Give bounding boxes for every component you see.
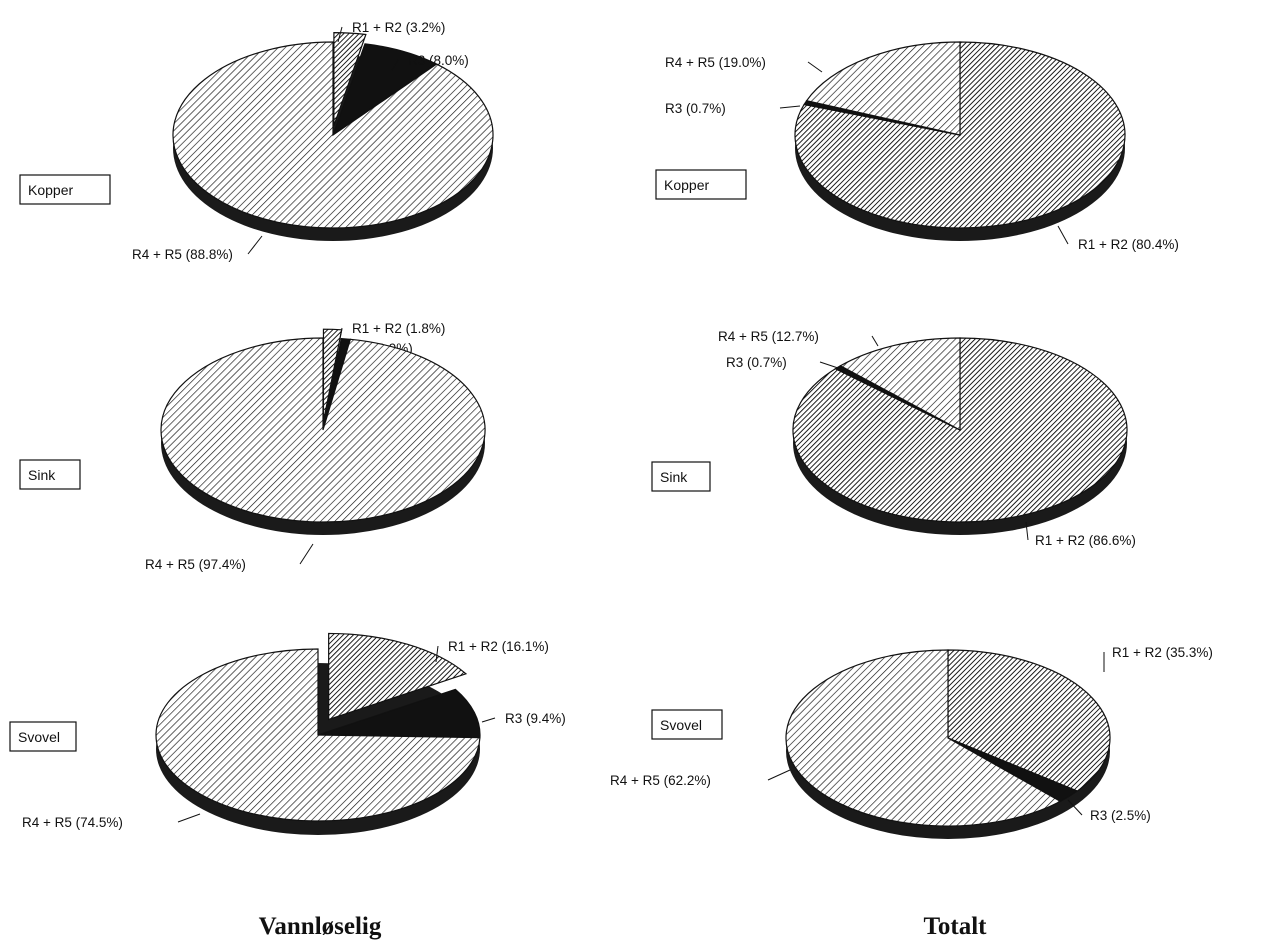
leader-line xyxy=(779,105,801,109)
leader-line xyxy=(871,335,879,347)
slice-label-r1-r2: R1 + R2 (3.2%) xyxy=(352,20,445,35)
leader-line xyxy=(819,361,839,369)
column-title-vannloselig: Vannløselig xyxy=(259,913,382,940)
slice-label-r1-r2: R1 + R2 (35.3%) xyxy=(1112,645,1213,660)
leader-line xyxy=(339,327,343,339)
pie-slice-r4-r5 xyxy=(155,648,481,822)
pie-slice-r4-r5 xyxy=(160,337,486,523)
pie-slice-r4-r5 xyxy=(805,41,961,136)
pie-totalt-kopper: R1 + R2 (80.4%) R3 (0.7%) R4 + R5 (19.0%) K… xyxy=(655,41,1179,252)
slice-label-r4-r5: R4 + R5 (88.8%) xyxy=(132,247,233,262)
leader-line xyxy=(1057,225,1069,245)
slice-label-r3: R3 (0.7%) xyxy=(726,355,787,370)
metal-label-box xyxy=(19,459,81,490)
leader-line xyxy=(299,543,314,565)
pie-slice-r4-r5 xyxy=(785,649,1062,827)
pie-slice-r4-r5 xyxy=(172,41,494,229)
slice-label-r3: R3 (2.5%) xyxy=(1090,808,1151,823)
metal-label-svovel: Svovel xyxy=(18,729,60,745)
slice-label-r1-r2: R1 + R2 (80.4%) xyxy=(1078,237,1179,252)
leader-line xyxy=(337,347,343,355)
slice-label-r1-r2: R1 + R2 (16.1%) xyxy=(448,639,549,654)
pie-slice-r1-r2 xyxy=(328,632,468,721)
leader-line xyxy=(337,26,343,43)
leader-line xyxy=(391,59,399,71)
pie-slice-r1-r2 xyxy=(947,649,1111,792)
metal-label-sink: Sink xyxy=(28,467,56,483)
column-title-totalt: Totalt xyxy=(924,913,988,940)
slice-label-r3: R3 (9.4%) xyxy=(505,711,566,726)
slice-label-r4-r5: R4 + R5 (19.0%) xyxy=(665,55,766,70)
pie-vannloselig-svovel: R1 + R2 (16.1%) R3 (9.4%) R4 + R5 (74.5%) S… xyxy=(9,632,566,835)
slice-label-r3: R3 (0.7%) xyxy=(665,101,726,116)
leader-line xyxy=(1025,521,1029,541)
slice-label-r1-r2: R1 + R2 (86.6%) xyxy=(1035,533,1136,548)
pie-vannloselig-kopper: R1 + R2 (3.2%) R3 (8.0%) R4 + R5 (88.8%) Ko… xyxy=(19,20,494,262)
pie-totalt-sink: R1 + R2 (86.6%) R3 (0.7%) R4 + R5 (12.7%) S… xyxy=(651,329,1136,548)
leader-line xyxy=(247,235,263,255)
leader-line xyxy=(1067,799,1083,816)
metal-label-svovel: Svovel xyxy=(660,717,702,733)
metal-label-box xyxy=(651,709,723,740)
metal-label-box xyxy=(19,174,111,205)
metal-label-sink: Sink xyxy=(660,469,688,485)
slice-label-r1-r2: R1 + R2 (1.8%) xyxy=(352,321,445,336)
slice-label-r4-r5: R4 + R5 (12.7%) xyxy=(718,329,819,344)
slice-label-r4-r5: R4 + R5 (74.5%) xyxy=(22,815,123,830)
pie-slice-r3 xyxy=(317,688,481,739)
metal-label-box xyxy=(9,721,77,752)
slice-label-r4-r5: R4 + R5 (97.4%) xyxy=(145,557,246,572)
pie-totalt-svovel: R1 + R2 (35.3%) R3 (2.5%) R4 + R5 (62.2%) S… xyxy=(610,645,1213,839)
metal-label-kopper: Kopper xyxy=(664,177,709,193)
slice-label-r3: R3 (8.0%) xyxy=(408,53,469,68)
metal-label-box xyxy=(651,461,711,492)
leader-line xyxy=(177,813,201,823)
pie-vannloselig-sink: R1 + R2 (1.8%)R3 (0.9%)R4 + R5 (97.4%)Si… xyxy=(19,321,486,572)
slice-label-r4-r5: R4 + R5 (62.2%) xyxy=(610,773,711,788)
metal-label-box xyxy=(655,169,747,200)
pie-slice-r1-r2 xyxy=(333,32,367,126)
leader-line xyxy=(435,645,439,663)
metal-label-kopper: Kopper xyxy=(28,182,73,198)
pie-slice-r4-r5 xyxy=(839,337,961,432)
pie-slice-r1-r2 xyxy=(794,41,1126,229)
leader-line xyxy=(807,61,823,73)
leader-line xyxy=(767,769,791,781)
leader-line xyxy=(481,717,496,723)
